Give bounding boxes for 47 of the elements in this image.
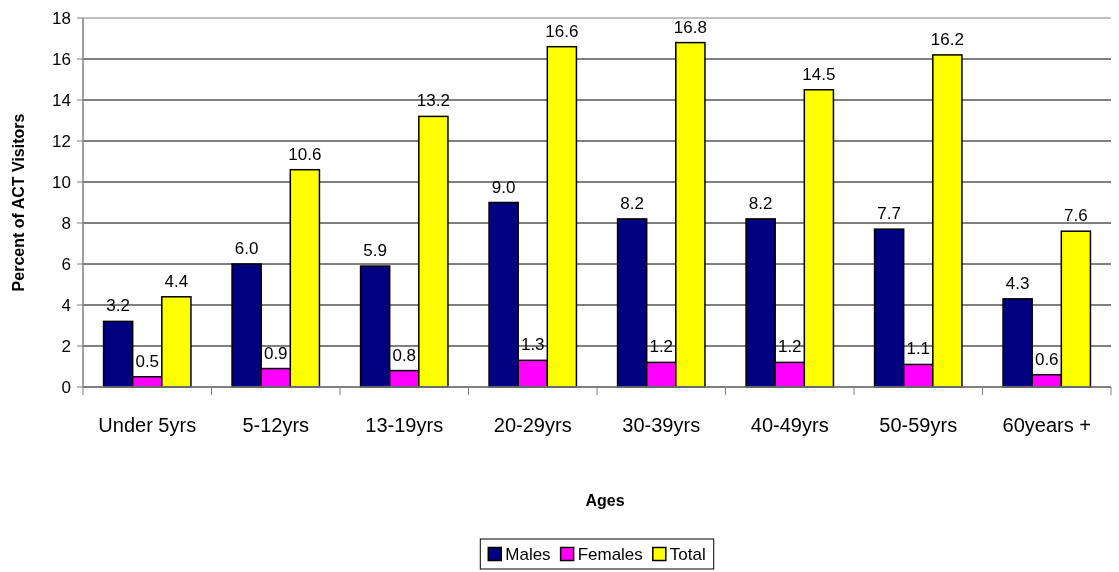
- data-label: 0.6: [1034, 349, 1059, 369]
- legend-label: Females: [577, 545, 643, 564]
- data-label: 7.7: [877, 204, 901, 224]
- x-tick-label: Under 5yrs: [98, 414, 197, 436]
- data-label: 16.2: [930, 29, 964, 49]
- x-tick-label: 20-29yrs: [493, 414, 572, 436]
- y-tick-label: 16: [52, 50, 71, 69]
- legend-label: Total: [669, 545, 706, 564]
- data-label: 0.8: [392, 345, 417, 365]
- data-label: 4.3: [1005, 273, 1030, 293]
- data-label: 5.9: [363, 241, 387, 261]
- data-label: 7.6: [1064, 206, 1088, 226]
- x-tick-label: 60years +: [1002, 414, 1091, 436]
- data-label: 1.2: [649, 337, 674, 357]
- y-tick-label: 6: [61, 255, 71, 274]
- x-tick-label: 50-59yrs: [879, 414, 958, 436]
- y-tick-label: 8: [61, 214, 71, 233]
- data-label: 16.8: [673, 17, 707, 37]
- x-tick-label: 13-19yrs: [365, 414, 444, 436]
- x-tick-label: 5-12yrs: [242, 414, 310, 436]
- data-label: 6.0: [234, 239, 259, 258]
- y-tick-label: 0: [61, 378, 71, 397]
- x-tick-label: 40-49yrs: [750, 414, 829, 436]
- data-label: 1.3: [520, 335, 545, 355]
- data-label: 9.0: [491, 177, 516, 197]
- y-tick-label: 2: [61, 337, 71, 356]
- data-label: 0.9: [263, 343, 288, 363]
- data-label: 10.6: [288, 144, 322, 164]
- data-label: 13.2: [416, 91, 450, 111]
- data-label: 1.1: [906, 339, 931, 359]
- y-tick-label: 4: [61, 296, 71, 315]
- legend-label: Males: [505, 545, 551, 564]
- data-label: 14.5: [802, 64, 836, 84]
- data-label: 0.5: [135, 351, 160, 371]
- data-label: 3.2: [106, 296, 130, 316]
- x-tick-label: 30-39yrs: [622, 414, 701, 436]
- y-axis-title: Percent of ACT Visitors: [10, 113, 27, 292]
- x-axis-title: Ages: [585, 492, 625, 509]
- data-label: 8.2: [748, 193, 773, 213]
- data-label: 8.2: [620, 193, 644, 213]
- y-tick-label: 14: [52, 91, 71, 110]
- data-label: 4.4: [164, 271, 189, 291]
- y-tick-label: 12: [52, 132, 71, 151]
- data-label: 1.2: [777, 337, 802, 357]
- data-label: 16.6: [545, 21, 579, 41]
- y-tick-label: 18: [52, 9, 71, 28]
- y-tick-label: 10: [52, 173, 71, 192]
